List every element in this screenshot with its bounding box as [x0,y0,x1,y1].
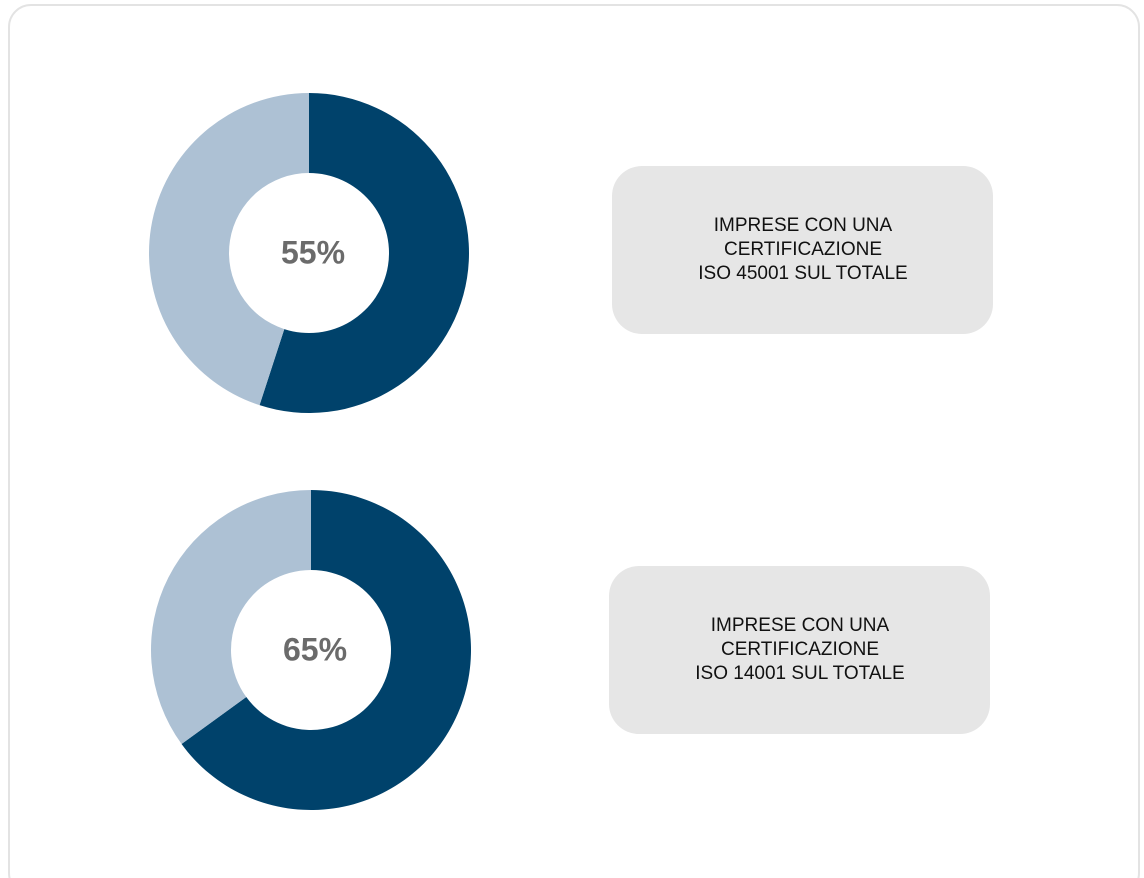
info-text: IMPRESE CON UNA [711,615,890,636]
info-box [612,166,993,334]
info-text: CERTIFICAZIONE [724,239,882,260]
info-text: IMPRESE CON UNA [714,215,893,236]
donut-segment [149,93,309,406]
donut-segment [181,490,472,811]
info-text: CERTIFICAZIONE [721,639,879,660]
info-text: ISO 45001 SUL TOTALE [698,263,907,284]
info-text: ISO 14001 SUL TOTALE [695,663,904,684]
info-box [609,566,990,734]
center-label: 55% [281,234,345,270]
donut-segment [151,490,311,745]
donut-segment [259,93,470,414]
center-label: 65% [283,631,347,667]
card [8,4,1140,878]
